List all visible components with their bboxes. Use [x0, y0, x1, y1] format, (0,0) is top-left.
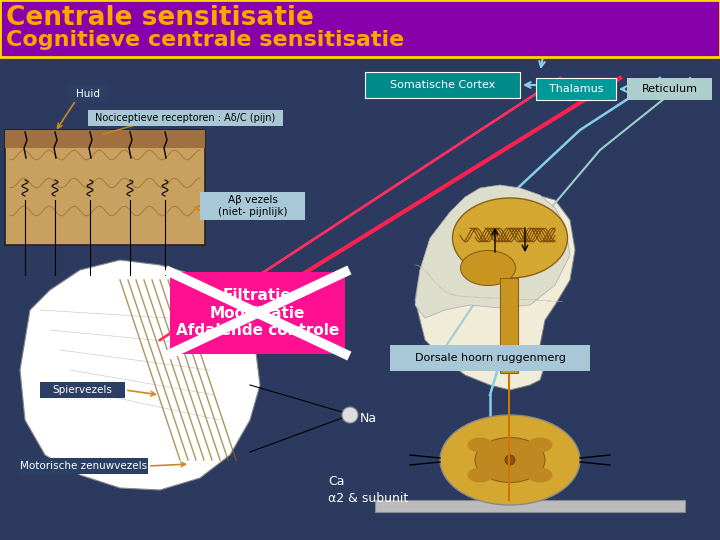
Ellipse shape: [528, 437, 552, 453]
Text: Somatische Cortex: Somatische Cortex: [390, 80, 495, 90]
FancyBboxPatch shape: [390, 345, 590, 371]
Text: Ca
α2 & subunit: Ca α2 & subunit: [328, 475, 408, 505]
Ellipse shape: [467, 437, 492, 453]
Polygon shape: [415, 192, 575, 390]
FancyBboxPatch shape: [375, 500, 685, 512]
FancyBboxPatch shape: [627, 78, 712, 100]
FancyBboxPatch shape: [497, 8, 615, 46]
FancyBboxPatch shape: [20, 458, 148, 474]
Polygon shape: [20, 260, 260, 490]
FancyBboxPatch shape: [536, 78, 616, 100]
Text: Dorsale hoorn ruggenmerg: Dorsale hoorn ruggenmerg: [415, 353, 565, 363]
Text: Reticulum: Reticulum: [642, 84, 698, 94]
FancyBboxPatch shape: [500, 278, 518, 373]
Text: Centrale sensitisatie: Centrale sensitisatie: [6, 5, 314, 31]
Text: Nociceptieve receptoren : Aδ/C (pĳn): Nociceptieve receptoren : Aδ/C (pĳn): [95, 113, 276, 123]
FancyBboxPatch shape: [68, 86, 108, 102]
Ellipse shape: [461, 251, 516, 286]
Text: Spiervezels: Spiervezels: [53, 385, 112, 395]
FancyBboxPatch shape: [365, 72, 520, 98]
Text: Cognitieve centrale sensitisatie: Cognitieve centrale sensitisatie: [6, 30, 404, 50]
FancyBboxPatch shape: [170, 272, 345, 354]
FancyBboxPatch shape: [40, 382, 125, 398]
FancyBboxPatch shape: [5, 130, 205, 148]
FancyBboxPatch shape: [0, 0, 720, 57]
Text: Na: Na: [360, 412, 377, 425]
Text: Huid: Huid: [76, 89, 100, 99]
Ellipse shape: [440, 415, 580, 505]
Ellipse shape: [467, 468, 492, 483]
Text: Hypothalamus: Hypothalamus: [631, 14, 707, 24]
Text: Aβ vezels
(niet- pijnlijk): Aβ vezels (niet- pijnlijk): [217, 195, 287, 217]
Ellipse shape: [528, 468, 552, 483]
Text: Motorische zenuwvezels: Motorische zenuwvezels: [20, 461, 148, 471]
Circle shape: [342, 407, 358, 423]
FancyBboxPatch shape: [622, 8, 717, 30]
FancyBboxPatch shape: [5, 130, 205, 245]
Circle shape: [505, 455, 515, 465]
FancyBboxPatch shape: [200, 192, 305, 220]
Polygon shape: [415, 185, 570, 318]
FancyBboxPatch shape: [88, 110, 283, 126]
Ellipse shape: [475, 437, 545, 483]
Text: Thalamus: Thalamus: [549, 84, 603, 94]
Ellipse shape: [452, 198, 567, 278]
Text: Filtratie
Modificatie
Afdalende controle: Filtratie Modificatie Afdalende controle: [176, 288, 339, 338]
Text: Amygdalea &
Limbisch systeem: Amygdalea & Limbisch systeem: [509, 16, 603, 38]
